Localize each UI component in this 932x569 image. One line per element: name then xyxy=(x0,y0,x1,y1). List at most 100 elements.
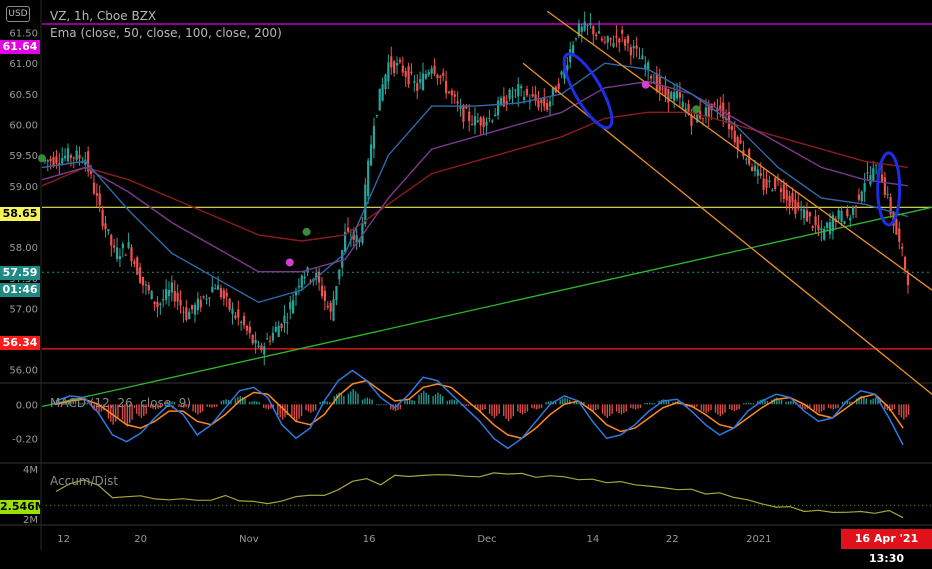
chart-canvas[interactable]: 56.0056.5057.0057.5058.0058.5059.0059.50… xyxy=(0,0,932,550)
macd-histogram-bar xyxy=(227,400,230,405)
candle-body xyxy=(704,107,707,117)
candle-body xyxy=(771,189,774,192)
candle-body xyxy=(456,101,459,104)
candle-body xyxy=(193,304,197,315)
candle-body xyxy=(92,182,96,194)
macd-histogram-bar xyxy=(460,404,463,406)
macd-histogram-bar xyxy=(164,401,166,405)
macd-histogram-bar xyxy=(865,398,867,405)
macd-histogram-bar xyxy=(564,397,566,405)
candle-body xyxy=(173,290,176,302)
candle-body xyxy=(410,71,413,73)
candle-body xyxy=(468,111,471,122)
macd-histogram-bar xyxy=(183,404,185,408)
candle-body xyxy=(234,315,237,319)
macd-histogram-bar xyxy=(418,394,420,405)
candle-body xyxy=(188,311,191,320)
macd-histogram-bar xyxy=(197,404,199,415)
candle-body xyxy=(375,114,378,117)
candle-body xyxy=(424,73,428,79)
ema-cross-marker xyxy=(285,258,294,267)
macd-histogram-bar xyxy=(338,392,340,405)
macd-histogram-bar xyxy=(413,400,416,405)
macd-histogram-bar xyxy=(72,400,74,405)
candle-body xyxy=(531,94,534,97)
macd-histogram-bar xyxy=(801,404,804,409)
macd-histogram-bar xyxy=(672,401,674,405)
candle-body xyxy=(208,297,211,299)
currency-badge[interactable]: USD xyxy=(6,6,30,22)
candle-body xyxy=(831,215,834,232)
candle-body xyxy=(872,168,875,182)
macd-histogram-bar xyxy=(399,404,402,410)
candle-body xyxy=(289,302,292,310)
macd-histogram-bar xyxy=(583,401,585,405)
macd-histogram-bar xyxy=(766,400,769,405)
candle-body xyxy=(378,88,381,111)
candle-body xyxy=(846,209,849,217)
candle-body xyxy=(745,158,748,160)
candle-body xyxy=(159,303,162,305)
candle-body xyxy=(242,316,246,326)
candle-body xyxy=(361,222,364,243)
candle-body xyxy=(753,165,757,172)
macd-histogram-bar xyxy=(100,404,103,412)
candle-body xyxy=(782,184,785,199)
macd-histogram-bar xyxy=(307,404,310,412)
candle-body xyxy=(199,299,202,308)
macd-histogram-bar xyxy=(785,401,787,405)
macd-histogram-bar xyxy=(103,404,105,411)
macd-histogram-bar xyxy=(870,399,872,405)
macd-histogram-bar xyxy=(761,399,764,405)
macd-histogram-bar xyxy=(799,404,801,408)
candle-body xyxy=(384,74,387,90)
macd-histogram-bar xyxy=(809,404,811,408)
macd-histogram-bar xyxy=(545,401,547,405)
candle-body xyxy=(502,96,505,107)
macd-histogram-bar xyxy=(244,398,246,405)
candle-body xyxy=(393,61,396,74)
macd-histogram-bar xyxy=(618,404,620,413)
candle-body xyxy=(427,71,430,76)
macd-histogram-bar xyxy=(733,404,736,412)
macd-histogram-bar xyxy=(390,404,392,410)
macd-histogram-bar xyxy=(143,404,145,416)
price-tick-label: 58.00 xyxy=(9,243,38,254)
candle-body xyxy=(237,309,240,318)
macd-histogram-bar xyxy=(898,404,900,416)
candle-body xyxy=(294,290,298,296)
candle-body xyxy=(750,167,754,171)
candle-body xyxy=(404,71,407,77)
macd-histogram-bar xyxy=(201,404,204,412)
candle-body xyxy=(228,298,231,310)
candle-body xyxy=(626,35,630,44)
candle-body xyxy=(69,155,72,158)
candle-body xyxy=(635,45,638,49)
macd-histogram-bar xyxy=(152,404,154,409)
time-tick-label: 14 xyxy=(586,534,599,545)
candle-body xyxy=(889,197,892,215)
macd-histogram-bar xyxy=(121,404,124,420)
candle-body xyxy=(343,231,347,252)
macd-histogram-bar xyxy=(185,404,187,408)
macd-histogram-bar xyxy=(453,400,456,405)
candle-body xyxy=(794,199,797,215)
macd-histogram-bar xyxy=(272,404,274,408)
candle-body xyxy=(880,174,884,183)
macd-histogram-bar xyxy=(211,404,213,408)
time-tick-label: 20 xyxy=(134,534,147,545)
macd-histogram-bar xyxy=(512,404,515,417)
macd-histogram-bar xyxy=(877,398,879,405)
candle-body xyxy=(196,298,199,311)
candle-body xyxy=(569,49,572,63)
candle-body xyxy=(141,276,145,286)
candle-body xyxy=(511,95,514,97)
candle-body xyxy=(537,100,540,108)
candle-body xyxy=(381,84,384,101)
macd-histogram-bar xyxy=(830,404,832,409)
macd-histogram-bar xyxy=(350,391,352,405)
candle-body xyxy=(447,91,451,93)
candle-body xyxy=(733,130,736,143)
candle-body xyxy=(300,275,303,288)
